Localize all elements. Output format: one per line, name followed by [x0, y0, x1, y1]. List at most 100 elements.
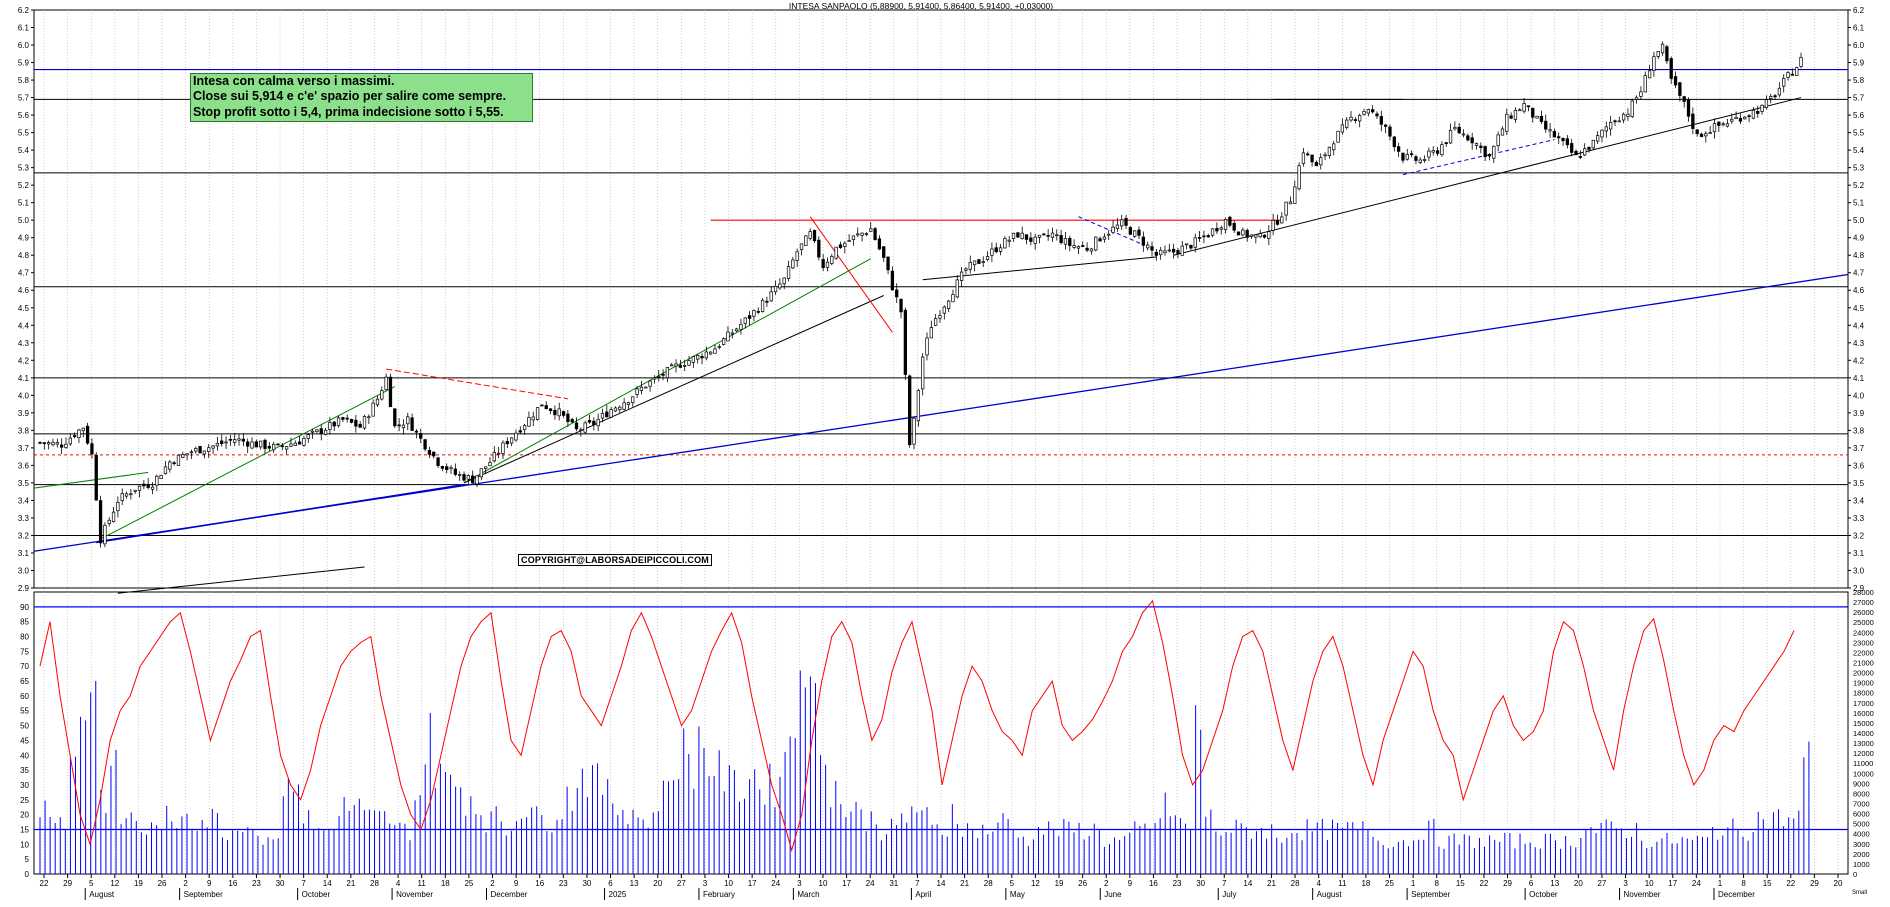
x-day-label: 23: [252, 879, 261, 888]
candle: [631, 396, 635, 407]
candle: [1691, 107, 1695, 135]
candle: [739, 318, 743, 335]
candle: [1500, 126, 1505, 136]
candle: [946, 299, 951, 313]
candle-body: [1059, 235, 1063, 243]
blue-dashed-line-1: [1078, 216, 1144, 246]
candle-body: [215, 442, 220, 447]
price-tick-left: 5.1: [18, 199, 30, 208]
price-tick-left: 4.3: [18, 339, 30, 348]
candle-body: [760, 299, 765, 312]
osc-tick-left: 20: [20, 811, 29, 820]
candle-body: [1790, 73, 1795, 76]
candle: [1128, 226, 1133, 235]
x-day-label: 11: [418, 879, 427, 888]
candle: [808, 228, 812, 241]
volume-tick-right: 23000: [1853, 638, 1874, 647]
candle-body: [1799, 57, 1803, 67]
candle: [817, 236, 821, 261]
candle-body: [778, 283, 782, 289]
candle: [843, 241, 847, 254]
candle-body: [1496, 134, 1500, 147]
candle-body: [726, 331, 730, 342]
candle-body: [1167, 249, 1171, 252]
candle: [1353, 116, 1358, 124]
candle: [1262, 234, 1267, 239]
candle: [1665, 44, 1669, 65]
candle: [1167, 243, 1171, 253]
candle-body: [847, 240, 851, 242]
candle: [1596, 131, 1600, 144]
candle-body: [773, 285, 778, 293]
candle-body: [1773, 95, 1777, 98]
candle-body: [566, 413, 570, 422]
candle: [1535, 115, 1539, 119]
x-day-label: 15: [1456, 879, 1465, 888]
candle: [155, 474, 159, 491]
candle: [375, 395, 380, 408]
price-tick-right: 5.7: [1853, 94, 1865, 103]
candle: [1202, 230, 1206, 244]
candle-body: [1197, 237, 1202, 239]
candle: [436, 456, 440, 468]
candle-body: [1163, 250, 1167, 254]
candle: [124, 491, 129, 499]
candle: [284, 446, 289, 455]
candle-body: [496, 452, 501, 455]
candle: [397, 418, 401, 432]
candle: [1712, 118, 1717, 139]
candle-body: [1691, 113, 1695, 129]
candle: [622, 398, 626, 411]
candle: [786, 260, 791, 282]
candle: [1332, 140, 1336, 156]
candle: [341, 416, 345, 423]
candle: [825, 257, 830, 272]
candle-body: [570, 419, 574, 423]
candle: [1643, 71, 1647, 93]
candle: [107, 517, 111, 527]
candle-body: [1734, 116, 1738, 119]
candle-body: [267, 446, 271, 449]
candle-body: [354, 419, 358, 427]
price-tick-left: 3.7: [18, 444, 30, 453]
candle: [687, 355, 691, 366]
candle: [1024, 234, 1029, 245]
candle: [1375, 111, 1379, 119]
candle: [458, 471, 462, 481]
candle-body: [527, 417, 531, 427]
x-day-label: 8: [1741, 879, 1746, 888]
candle: [873, 226, 877, 241]
candle-body: [423, 439, 427, 450]
candle: [1717, 121, 1721, 132]
candle: [709, 351, 713, 356]
candle-body: [1782, 78, 1786, 87]
candle: [912, 417, 916, 450]
candle: [1734, 111, 1738, 120]
candle-body: [514, 432, 518, 441]
candle-body: [176, 454, 181, 466]
price-tick-left: 5.4: [18, 146, 30, 155]
candle: [756, 307, 760, 315]
candle-body: [137, 485, 142, 491]
candle-body: [1721, 123, 1725, 126]
price-tick-right: 3.8: [1853, 426, 1865, 435]
osc-tick-left: 0: [25, 870, 30, 879]
candle: [349, 418, 354, 424]
candle: [1557, 132, 1561, 144]
candle-body: [484, 466, 488, 469]
candle-body: [488, 462, 492, 467]
candle: [644, 386, 648, 389]
candle-body: [869, 228, 873, 232]
candle: [471, 470, 475, 484]
candle-body: [129, 493, 133, 496]
candle: [921, 352, 925, 396]
candle: [665, 366, 670, 383]
candle-body: [1366, 109, 1370, 114]
candle-body: [449, 467, 453, 470]
candle-body: [358, 423, 362, 428]
candle: [297, 435, 302, 445]
candle-body: [414, 430, 419, 433]
x-day-label: 30: [1196, 879, 1205, 888]
candle-body: [163, 466, 168, 474]
candle-body: [1055, 234, 1059, 237]
